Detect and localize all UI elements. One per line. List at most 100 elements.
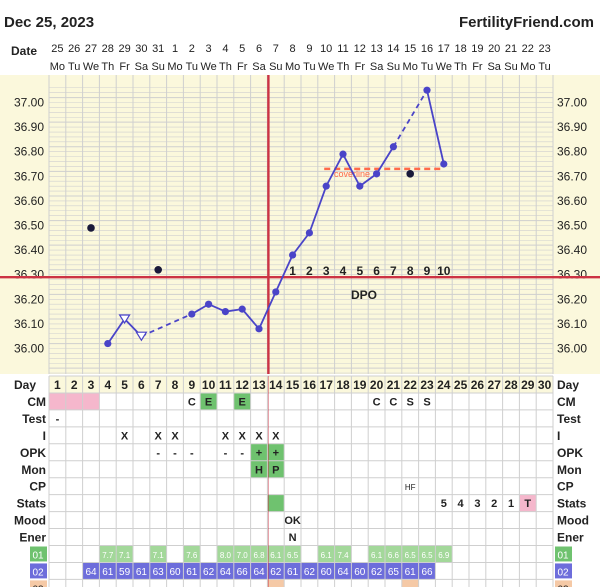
temp-point[interactable]: [188, 310, 196, 318]
obs-cell-bg: [385, 545, 402, 563]
obs-cell-bg: [233, 545, 251, 563]
date-label: 3: [206, 43, 212, 55]
day-number: 19: [353, 378, 367, 392]
temp-point[interactable]: [205, 300, 213, 308]
day-number: 6: [138, 378, 145, 392]
row-label-right: Mon: [557, 463, 582, 477]
temp-point[interactable]: [238, 305, 246, 313]
obs-cell: 6.1: [371, 551, 383, 560]
obs-cell: C: [389, 396, 397, 408]
obs-cell: P: [272, 464, 279, 476]
temp-point[interactable]: [255, 325, 263, 333]
weekday-label: Th: [219, 61, 232, 73]
obs-cell: 4: [458, 498, 465, 510]
obs-cell-bg: [250, 460, 268, 478]
obs-cell: 62: [270, 567, 282, 578]
temp-point[interactable]: [221, 308, 229, 316]
row-label-right: CP: [557, 480, 574, 494]
obs-cell-bg: [49, 392, 66, 410]
weekday-label: Su: [504, 61, 517, 73]
temp-point[interactable]: [339, 150, 347, 158]
day-number: 28: [504, 378, 518, 392]
temp-point[interactable]: [389, 143, 397, 151]
y-tick-left: 37.00: [14, 96, 44, 110]
obs-cell: 7.4: [337, 551, 349, 560]
temp-point[interactable]: [305, 229, 313, 237]
obs-cell-bg: [149, 545, 167, 563]
temp-point[interactable]: [104, 339, 112, 348]
temp-segment: [141, 313, 193, 338]
obs-cell-bg: [267, 460, 285, 478]
y-tick-right: 37.00: [557, 96, 587, 110]
obs-cell-bg: [267, 562, 285, 580]
day-number: 12: [236, 378, 250, 392]
row-label-right: Mood: [557, 514, 589, 528]
y-tick-left: 36.90: [14, 120, 44, 134]
temp-point-outlier[interactable]: [87, 224, 95, 232]
temp-segment: [107, 318, 126, 345]
weekday-label: We: [83, 61, 99, 73]
obs-cell: -: [156, 447, 160, 459]
temp-point[interactable]: [289, 251, 297, 259]
temp-point[interactable]: [440, 160, 448, 168]
date-label: 7: [273, 43, 279, 55]
obs-cell: -: [240, 447, 244, 459]
obs-cell: X: [239, 430, 247, 442]
brand-name[interactable]: FertilityFriend.com: [458, 14, 594, 31]
date-label: 22: [522, 43, 534, 55]
date-label: 26: [68, 43, 80, 55]
temp-segment: [291, 232, 311, 256]
row-label-left: Test: [22, 412, 46, 426]
date-label: 9: [306, 43, 312, 55]
temp-point[interactable]: [272, 288, 280, 296]
row-label-left: Mon: [21, 463, 46, 477]
y-tick-left: 36.30: [14, 268, 44, 282]
row-label-right: I: [557, 429, 560, 443]
day-number: 11: [219, 378, 232, 392]
date-label: 2: [189, 43, 195, 55]
obs-cell-bg: [149, 562, 167, 580]
temp-point[interactable]: [356, 182, 364, 190]
obs-cell: X: [272, 430, 280, 442]
day-number: 13: [252, 378, 266, 392]
temp-point-open-triangle[interactable]: [135, 331, 148, 342]
temp-point[interactable]: [423, 86, 431, 94]
obs-cell-bg: [200, 562, 217, 580]
row-label-right: 03: [557, 584, 569, 587]
temp-point[interactable]: [322, 182, 330, 190]
temp-point-outlier[interactable]: [154, 265, 162, 274]
dpo-number: 3: [323, 264, 330, 278]
row-label-left: CP: [29, 480, 46, 494]
temp-segment: [375, 146, 395, 175]
temp-point-open-triangle[interactable]: [118, 314, 131, 325]
obs-cell-bg: [99, 562, 117, 580]
date-row-label: Date: [11, 44, 37, 58]
temp-point[interactable]: [373, 170, 381, 178]
obs-cell: 6.6: [388, 551, 400, 560]
obs-cell: 3: [474, 498, 480, 510]
obs-cell: 7.7: [102, 551, 114, 560]
obs-cell: E: [205, 396, 212, 408]
obs-cell: 5: [441, 498, 447, 510]
obs-cell-bg: [418, 562, 436, 580]
weekday-label: Th: [454, 61, 467, 73]
obs-cell: N: [289, 532, 297, 544]
day-number: 14: [269, 378, 283, 392]
date-label: 27: [85, 43, 97, 55]
obs-cell: -: [190, 447, 194, 459]
date-label: 29: [118, 43, 130, 55]
chart-date: Dec 25, 2023: [4, 14, 95, 31]
day-number: 25: [454, 378, 468, 392]
weekday-label: We: [436, 61, 452, 73]
weekday-label: Sa: [252, 61, 266, 73]
obs-cell: E: [239, 396, 246, 408]
obs-cell-bg: [217, 545, 234, 563]
day-number: 4: [104, 378, 111, 392]
y-tick-left: 36.70: [14, 169, 44, 183]
obs-cell: 2: [491, 498, 497, 510]
row-label-chip: [555, 580, 572, 587]
weekday-label: Su: [151, 61, 164, 73]
temp-point-outlier[interactable]: [406, 170, 415, 178]
y-tick-left: 36.50: [14, 219, 44, 233]
